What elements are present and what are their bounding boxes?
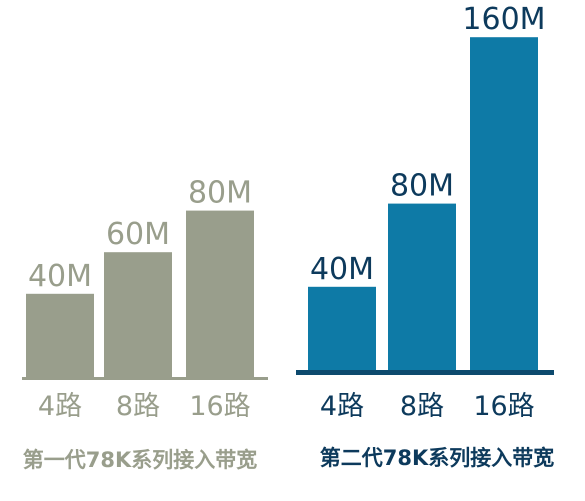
bar-2-2 (388, 203, 456, 370)
data-label-2-2: 80M (390, 169, 454, 204)
x-axis-1 (22, 377, 268, 380)
bar-1-1 (26, 293, 94, 377)
bar-1-3 (186, 210, 254, 377)
data-label-2-1: 40M (310, 252, 374, 287)
tick-label-2-2: 8路 (400, 391, 444, 422)
data-label-2-3: 160M (462, 2, 545, 37)
tick-label-2-1: 4路 (320, 391, 364, 422)
bar-1-2 (104, 252, 172, 377)
tick-label-1-2: 8路 (116, 391, 160, 422)
tick-label-1-3: 16路 (189, 391, 250, 422)
bar-2-1 (308, 286, 376, 370)
chart-title-1: 第一代78K系列接入带宽 (23, 448, 258, 472)
tick-label-1-1: 4路 (38, 391, 82, 422)
data-label-1-3: 80M (188, 176, 252, 211)
data-label-1-1: 40M (28, 259, 92, 294)
x-axis-2 (296, 370, 554, 375)
tick-label-2-3: 16路 (473, 391, 534, 422)
bar-2-3 (470, 37, 538, 370)
data-label-1-2: 60M (106, 217, 170, 252)
chart-title-2: 第二代78K系列接入带宽 (320, 446, 555, 470)
